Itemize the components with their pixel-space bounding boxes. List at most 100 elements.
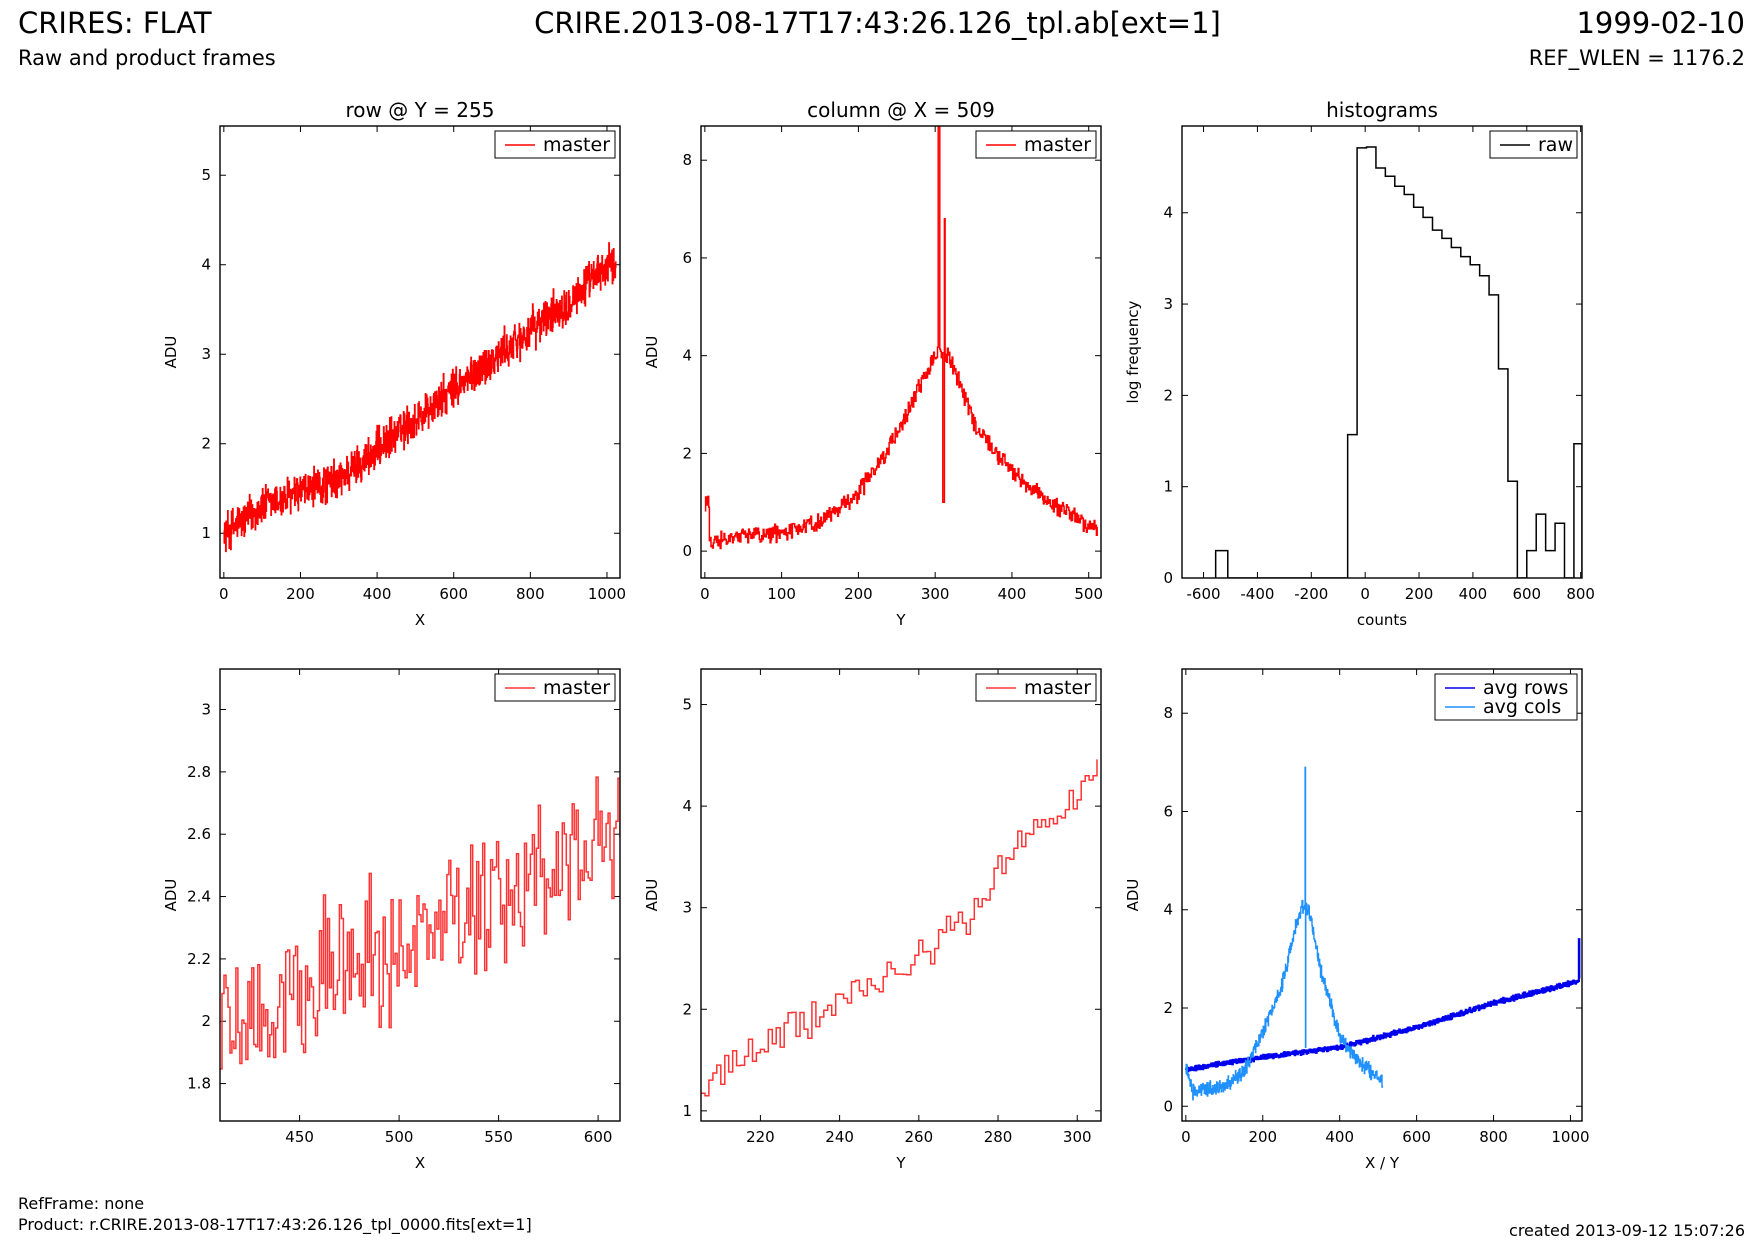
y-axis-label: ADU <box>1124 879 1142 912</box>
series-master <box>220 776 620 1070</box>
chart-avg: 0 200 400 600 800 1000 0 2 4 6 8 X / Y ADU avg rowsav… <box>1124 668 1590 1172</box>
y-tick-label: 3 <box>201 345 211 363</box>
x-tick-label: 400 <box>363 585 392 603</box>
axes-frame <box>219 668 621 1122</box>
y-tick-label: 2 <box>1163 999 1173 1017</box>
x-tick-label: 500 <box>385 1128 414 1146</box>
x-tick-label: 800 <box>516 585 545 603</box>
legend-label: avg rows <box>1483 677 1568 699</box>
y-tick-label: 5 <box>682 696 692 714</box>
y-tick-label: 2 <box>682 1000 692 1018</box>
y-tick-label: 2 <box>201 1012 211 1030</box>
chart-hist: histograms -600 -400 -200 0 200 400 600 800 0 1 2 3 4… <box>1124 98 1595 629</box>
x-tick-label: -600 <box>1187 585 1221 603</box>
y-tick-label: 2.4 <box>187 888 211 906</box>
y-tick-label: 4 <box>682 347 692 365</box>
chart-col: column @ X = 509 0 100 200 300 400 500 0 2 4 6 8 Y AD… <box>643 98 1103 629</box>
x-tick-label: -400 <box>1240 585 1274 603</box>
y-axis-label: ADU <box>643 879 661 912</box>
y-tick-label: 0 <box>1163 569 1173 587</box>
x-axis-label: X <box>415 1154 425 1172</box>
x-tick-label: 200 <box>286 585 315 603</box>
y-axis-label: log frequency <box>1124 300 1142 403</box>
legend: master <box>975 130 1097 159</box>
plot-area <box>701 759 1098 1097</box>
y-tick-label: 6 <box>682 249 692 267</box>
x-tick-label: 550 <box>484 1128 513 1146</box>
legend-box <box>494 673 616 702</box>
y-tick-label: 2.2 <box>187 950 211 968</box>
axes-frame <box>700 125 1102 579</box>
x-tick-label: 500 <box>1074 585 1103 603</box>
x-tick-label: 1000 <box>588 585 626 603</box>
axes-frame <box>1181 668 1583 1122</box>
y-tick-label: 0 <box>1163 1097 1173 1115</box>
series-master <box>704 126 1098 550</box>
x-tick-label: 600 <box>1402 1128 1431 1146</box>
y-tick-label: 1 <box>682 1102 692 1120</box>
legend-label: avg cols <box>1483 696 1561 718</box>
x-tick-label: 600 <box>1512 585 1541 603</box>
series-master <box>223 242 617 553</box>
chart-title: column @ X = 509 <box>807 98 995 122</box>
x-tick-label: 1000 <box>1551 1128 1589 1146</box>
series-avg-rows <box>1185 938 1581 1073</box>
x-tick-label: 400 <box>998 585 1027 603</box>
x-tick-label: 0 <box>700 585 710 603</box>
legend-label: raw <box>1538 134 1573 156</box>
x-tick-label: 400 <box>1459 585 1488 603</box>
y-tick-label: 5 <box>201 166 211 184</box>
x-tick-label: 240 <box>825 1128 854 1146</box>
x-axis-label: counts <box>1357 611 1407 629</box>
chart-col_zoom: 220 240 260 280 300 1 2 3 4 5 Y ADU master <box>643 668 1102 1172</box>
y-tick-label: 8 <box>682 151 692 169</box>
product-label: Product: r.CRIRE.2013-08-17T17:43:26.126… <box>18 1215 532 1234</box>
plot-area <box>223 242 617 553</box>
legend-label: master <box>1024 134 1091 156</box>
y-tick-label: 2 <box>201 435 211 453</box>
ref-frame-label: RefFrame: none <box>18 1194 145 1213</box>
axes-frame <box>219 125 621 579</box>
x-tick-label: 0 <box>1360 585 1370 603</box>
y-tick-label: 2 <box>1163 386 1173 404</box>
y-tick-label: 2.6 <box>187 825 211 843</box>
y-tick-label: 4 <box>682 797 692 815</box>
legend-label: master <box>543 134 610 156</box>
plot-area <box>704 126 1098 550</box>
legend-label: master <box>1024 677 1091 699</box>
x-tick-label: 200 <box>1405 585 1434 603</box>
x-tick-label: 0 <box>1181 1128 1191 1146</box>
chart-row_zoom: 450 500 550 600 1.8 2 2.2 2.4 2.6 2.8 3 X ADU master <box>162 668 621 1172</box>
axes-frame <box>700 668 1102 1122</box>
created-timestamp: created 2013-09-12 15:07:26 <box>1509 1221 1745 1240</box>
legend: master <box>494 130 616 159</box>
y-tick-label: 8 <box>1163 704 1173 722</box>
x-axis-label: Y <box>895 611 906 629</box>
x-tick-label: 600 <box>584 1128 613 1146</box>
y-tick-label: 4 <box>1163 901 1173 919</box>
axes-frame <box>1181 125 1583 579</box>
chart-title: histograms <box>1326 98 1438 122</box>
y-tick-label: 1.8 <box>187 1075 211 1093</box>
y-tick-label: 4 <box>201 256 211 274</box>
legend-box <box>1434 673 1578 721</box>
y-tick-label: 2.8 <box>187 763 211 781</box>
plot-area <box>1214 146 1582 578</box>
legend: master <box>494 673 616 702</box>
plot-area <box>220 776 620 1070</box>
x-tick-label: -200 <box>1294 585 1328 603</box>
x-axis-label: X / Y <box>1365 1154 1400 1172</box>
file-name: CRIRE.2013-08-17T17:43:26.126_tpl.ab[ext… <box>534 6 1221 40</box>
legend: master <box>975 673 1097 702</box>
x-tick-label: 600 <box>439 585 468 603</box>
series-master <box>701 759 1098 1097</box>
observation-date: 1999-02-10 <box>1576 6 1745 40</box>
y-tick-label: 0 <box>682 542 692 560</box>
chart-title: row @ Y = 255 <box>346 98 495 122</box>
y-tick-label: 6 <box>1163 802 1173 820</box>
histogram-raw <box>1214 146 1582 578</box>
y-axis-label: ADU <box>162 879 180 912</box>
x-tick-label: 300 <box>921 585 950 603</box>
